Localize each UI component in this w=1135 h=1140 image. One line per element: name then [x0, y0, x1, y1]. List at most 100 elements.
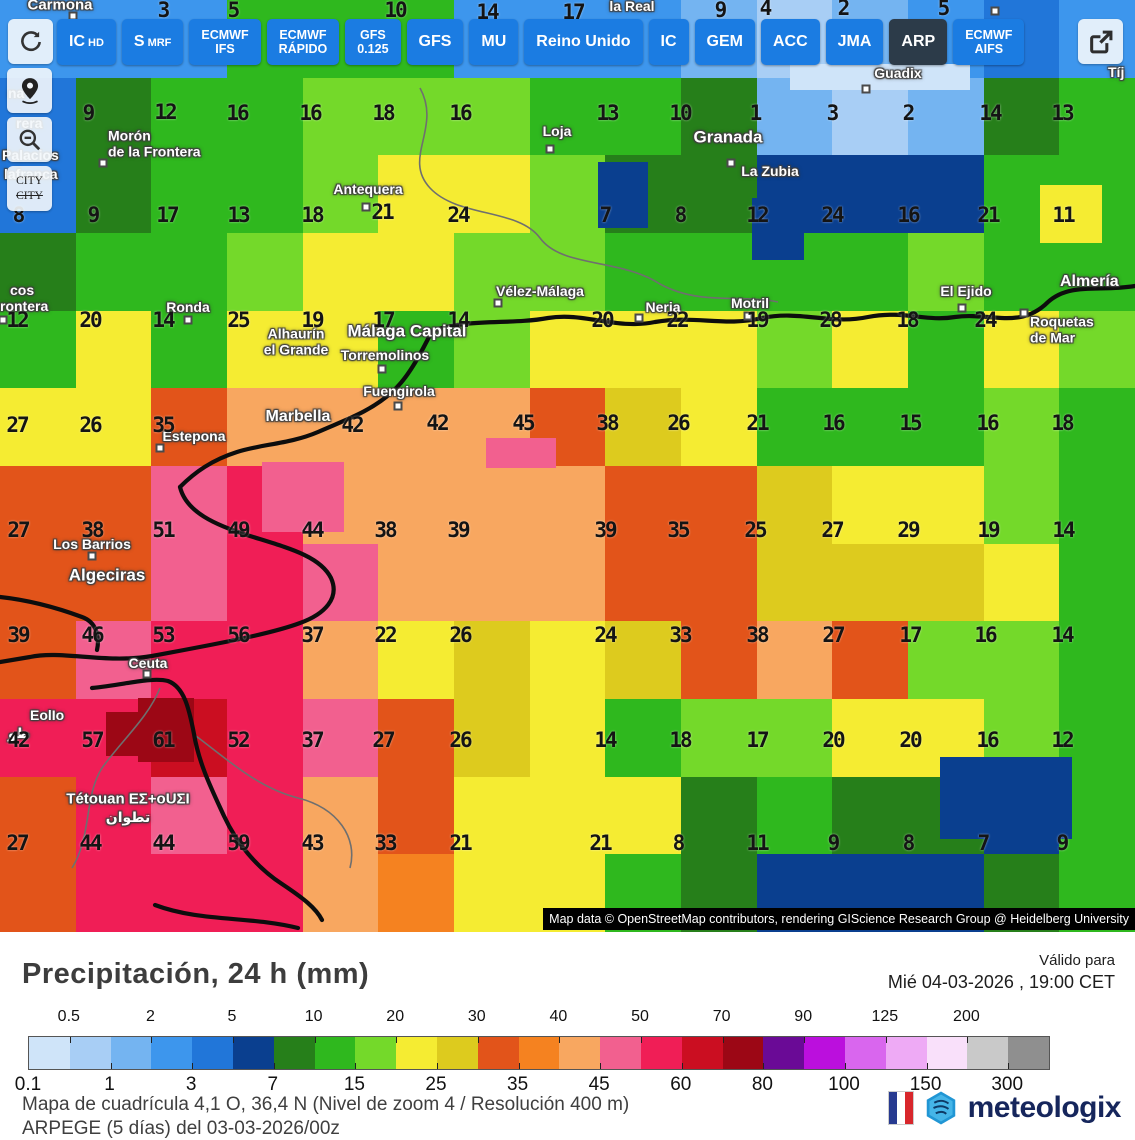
locate-button[interactable] [7, 68, 52, 113]
model-button-s[interactable]: S MRF [121, 19, 184, 65]
precip-value: 51 [152, 518, 175, 542]
grid-cell [984, 466, 1060, 545]
precip-value: 44 [301, 518, 324, 542]
precip-value: 46 [81, 623, 104, 647]
legend-segment [926, 1037, 968, 1069]
precip-value: 17 [899, 623, 922, 647]
city-label: Algeciras [68, 565, 146, 585]
grid-cell [151, 233, 228, 312]
legend-segment [232, 1037, 274, 1069]
valid-time: Mié 04-03-2026 , 19:00 CET [887, 972, 1115, 992]
precip-value: 20 [899, 728, 922, 752]
precip-value: 59 [227, 831, 250, 855]
precip-value: 27 [6, 413, 29, 437]
model-button-jma[interactable]: JMA [825, 19, 884, 65]
refresh-button[interactable] [8, 19, 53, 64]
zoom-out-button[interactable] [7, 117, 52, 162]
grid-cell [1059, 544, 1135, 622]
model-button-ecmwf-r-pido[interactable]: ECMWF RÁPIDO [266, 19, 340, 65]
precip-value: 27 [822, 623, 845, 647]
grid-cell [227, 78, 304, 156]
model-toolbar: IC HD S MRF ECMWF IFS ECMWF RÁPIDO GFS 0.125 GF… [57, 19, 1025, 65]
legend-tick [926, 1063, 928, 1069]
legend-bottom-label: 1 [104, 1074, 115, 1095]
model-button-label: Reino Unido [536, 33, 631, 50]
legend-tick [681, 1063, 683, 1069]
model-button-label: ECMWF RÁPIDO [278, 27, 328, 56]
precip-value: 16 [299, 101, 322, 125]
legend-segment [355, 1037, 397, 1069]
france-flag-icon [887, 1091, 914, 1125]
model-button-ecmwf-ifs[interactable]: ECMWF IFS [189, 19, 261, 65]
precip-value: 11 [746, 831, 769, 855]
model-button-ic[interactable]: IC HD [57, 19, 116, 65]
model-button-acc[interactable]: ACC [760, 19, 820, 65]
city-label: cos [10, 282, 35, 299]
legend-top-label: 30 [467, 1008, 486, 1025]
city-label: Ceuta [128, 655, 168, 672]
grid-cell [227, 233, 304, 312]
grid-cell [1059, 78, 1135, 156]
legend-tick [69, 1037, 71, 1043]
grid-cell [832, 621, 909, 700]
grid-cell [76, 311, 152, 389]
grid-cell [76, 777, 152, 855]
model-button-gfs-0-125[interactable]: GFS 0.125 [345, 19, 401, 65]
precip-value: 9 [827, 831, 841, 855]
precip-value: 42 [7, 728, 30, 752]
precip-value: 18 [301, 203, 324, 227]
grid-cell [454, 854, 531, 932]
precip-value: 33 [374, 831, 397, 855]
model-button-arp[interactable]: ARP [889, 19, 948, 65]
grid-cell [530, 699, 606, 778]
grid-cell [151, 777, 228, 855]
grid-cell [151, 544, 228, 622]
road-line [0, 594, 100, 653]
legend-segment [110, 1037, 152, 1069]
legend-top-label: 90 [794, 1008, 813, 1025]
grid-cell [605, 388, 682, 467]
model-button-label: ECMWF IFS [201, 27, 249, 56]
grid-cell [757, 777, 833, 855]
precip-value: 10 [384, 0, 407, 22]
city-labels-toggle[interactable]: CITY CITY [7, 166, 52, 211]
city-label: Antequera [333, 181, 403, 198]
grid-cell [605, 621, 682, 700]
legend-tick [233, 1037, 234, 1043]
grid-cell [681, 777, 758, 855]
legend-bottom-label: 45 [588, 1074, 610, 1095]
precip-value: 21 [746, 411, 769, 435]
grid-cell [832, 544, 909, 622]
legend-tick [763, 1063, 765, 1069]
model-button-sublabel: MRF [147, 37, 172, 49]
precip-value: 56 [227, 623, 250, 647]
grid-cell [303, 699, 379, 778]
precip-value: 61 [152, 728, 175, 752]
model-button-gem[interactable]: GEM [694, 19, 755, 65]
grid-cell [151, 388, 228, 467]
precip-value: 14 [1051, 623, 1074, 647]
grid-cell [681, 466, 758, 545]
model-button-gfs[interactable]: GFS [406, 19, 464, 65]
city-marker [1019, 308, 1029, 318]
model-button-reino-unido[interactable]: Reino Unido [524, 19, 643, 65]
share-button[interactable] [1078, 19, 1123, 64]
precip-value: 29 [897, 518, 920, 542]
precip-value: 4 [759, 0, 773, 20]
model-button-ecmwf-aifs[interactable]: ECMWF AIFS [953, 19, 1025, 65]
model-button-label: GFS 0.125 [357, 27, 389, 56]
grid-patch [262, 462, 344, 532]
legend-tick [600, 1063, 602, 1069]
model-button-mu[interactable]: MU [469, 19, 519, 65]
legend-segment [518, 1037, 560, 1069]
legend-color-bar [28, 1036, 1050, 1070]
legend-bottom-label: 300 [991, 1074, 1024, 1095]
legend-bottom-label: 80 [751, 1074, 773, 1095]
map-attribution: Map data © OpenStreetMap contributors, r… [543, 908, 1135, 930]
city-label: Ronda [166, 299, 210, 316]
city-marker [0, 315, 8, 325]
city-marker [861, 84, 871, 94]
boundary-line [195, 735, 353, 869]
model-button-ic[interactable]: IC [648, 19, 689, 65]
